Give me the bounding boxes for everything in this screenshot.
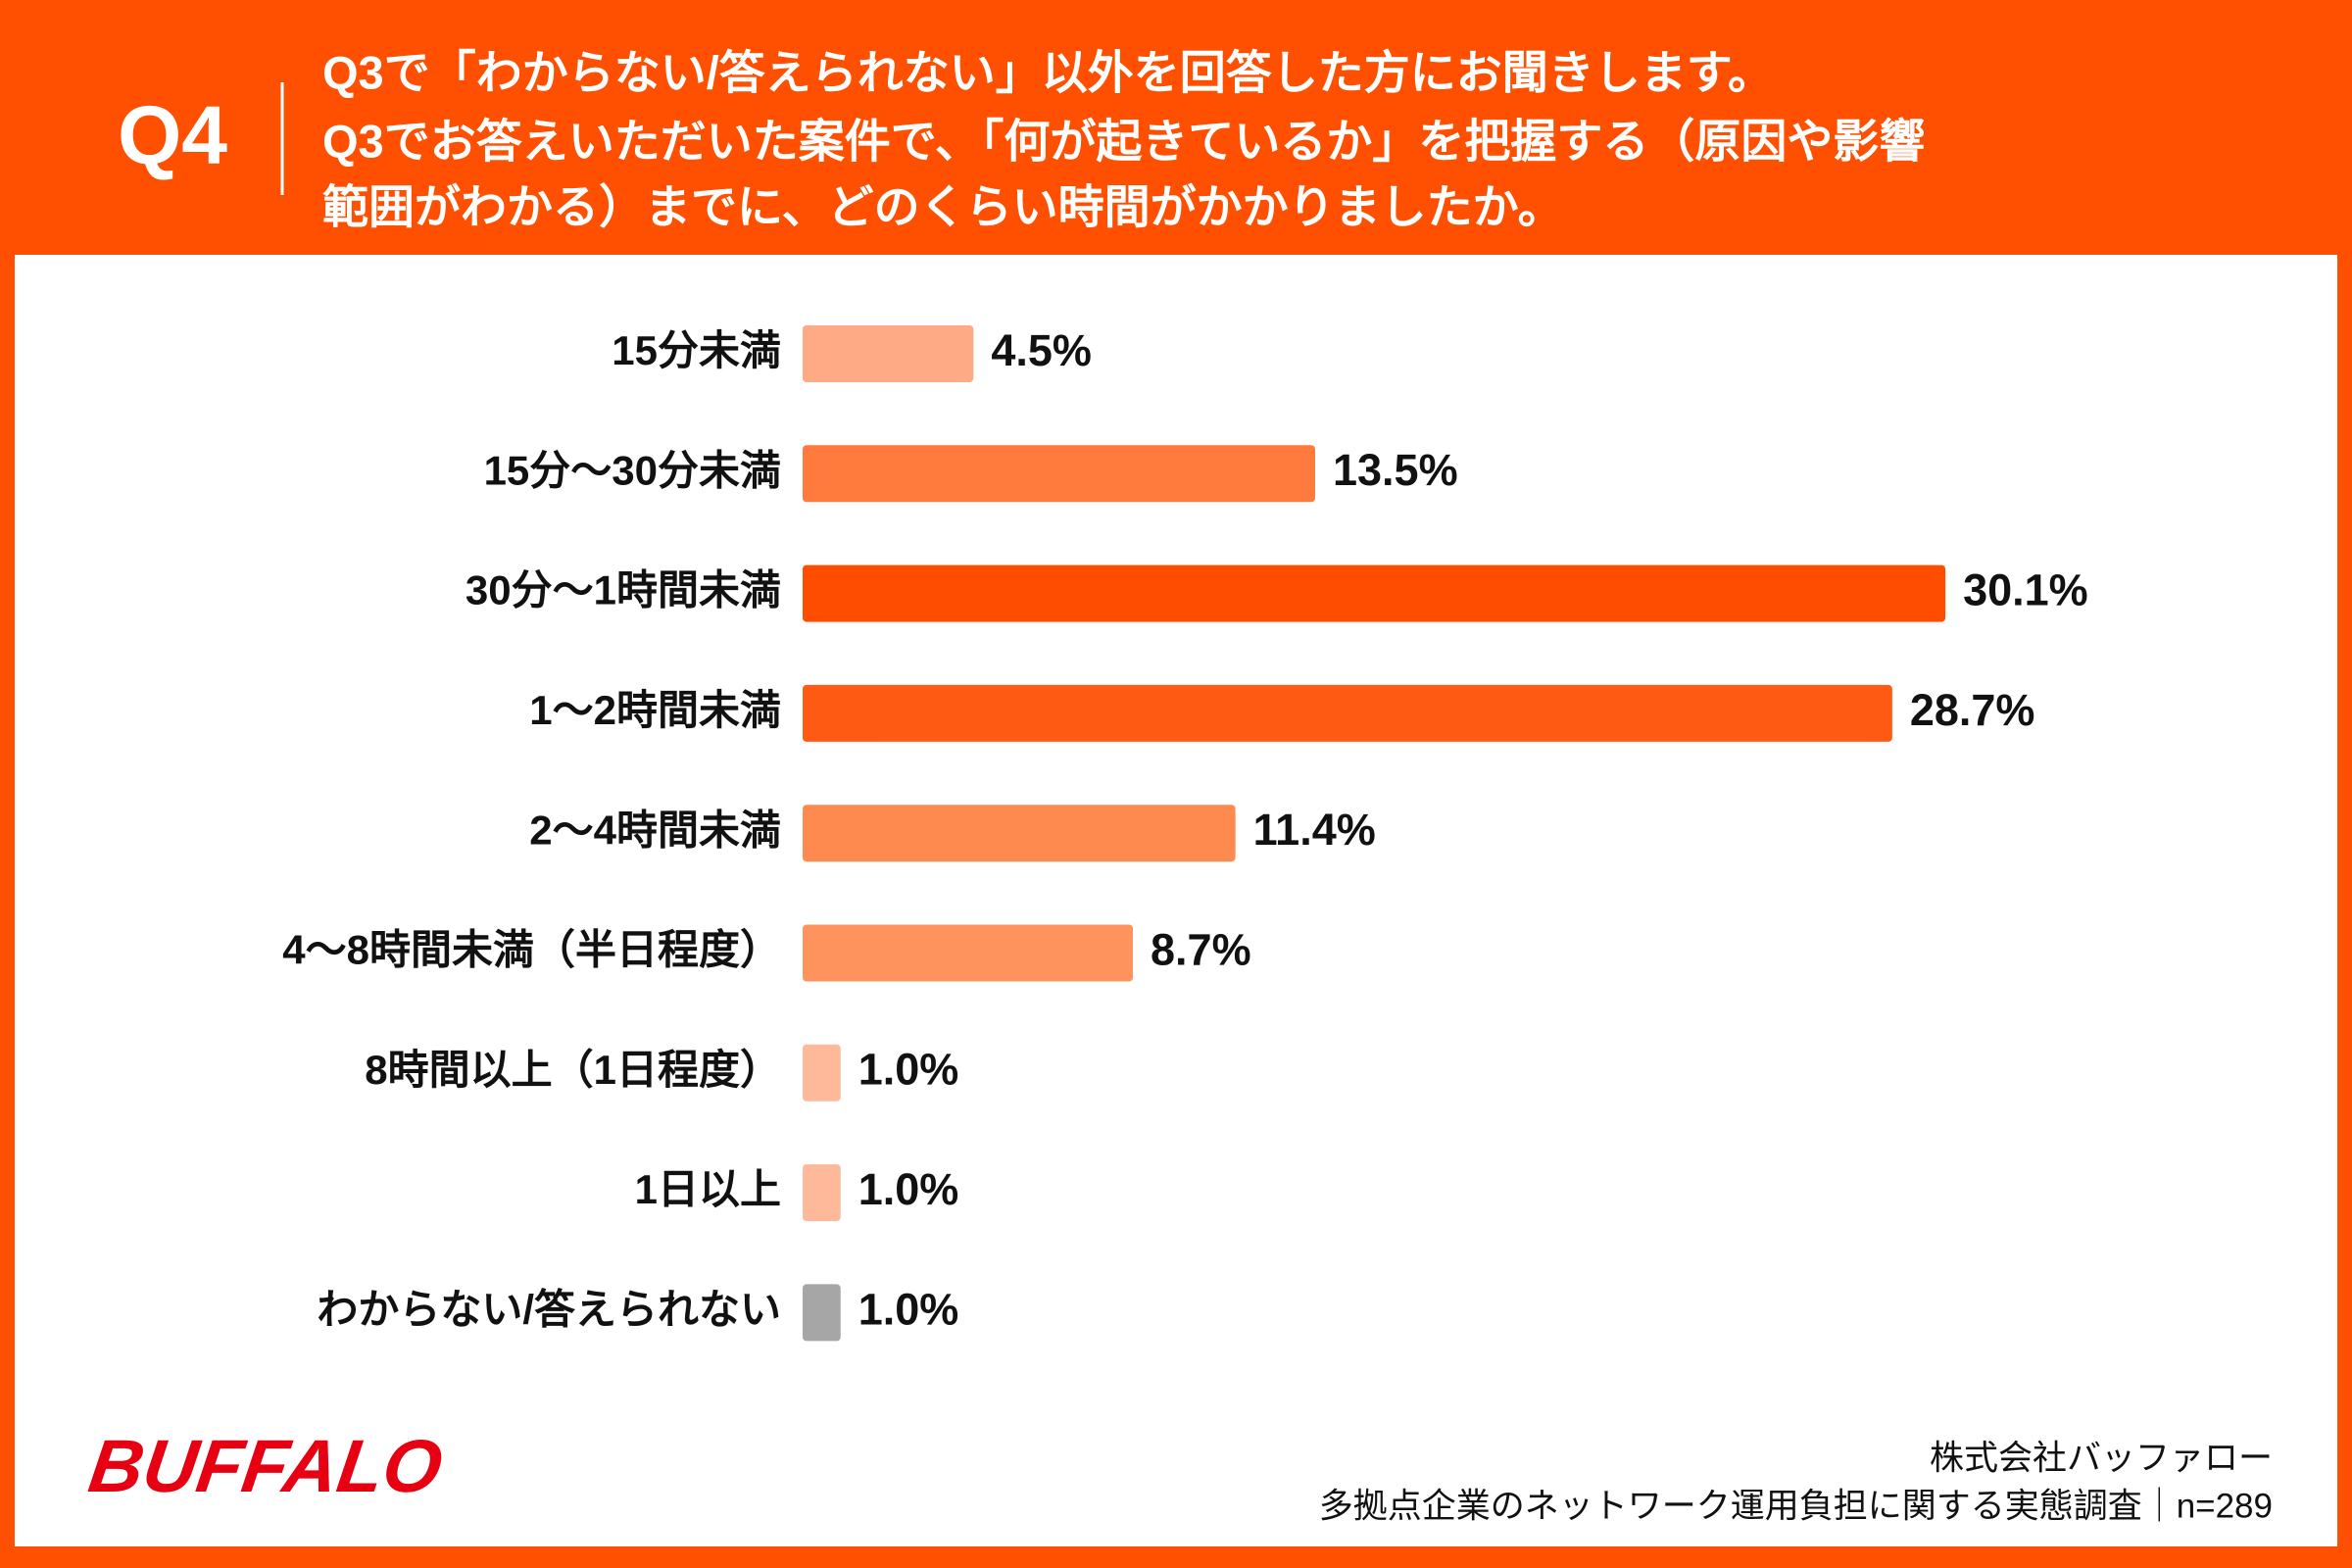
value-label: 1.0%	[858, 1045, 959, 1095]
chart-title: 範囲がわかる）までに、どのくらい時間がかかりましたか。	[322, 180, 1564, 232]
value-label: 4.5%	[991, 325, 1092, 375]
category-label: 4〜8時間未満（半日程度）	[282, 927, 781, 973]
bar	[803, 445, 1315, 503]
bar	[803, 1044, 841, 1102]
value-label: 1.0%	[858, 1164, 959, 1214]
question-number: Q4	[118, 89, 227, 181]
category-label: 30分〜1時間未満	[466, 567, 781, 613]
footer-company: 株式会社バッファロー	[1930, 1439, 2273, 1477]
bar	[803, 1284, 841, 1342]
bar	[803, 564, 1946, 622]
bar	[803, 684, 1892, 742]
category-label: 2〜4時間未満	[529, 807, 781, 853]
bar	[803, 325, 974, 382]
value-label: 13.5%	[1333, 445, 1458, 495]
category-label: 8時間以上（1日程度）	[365, 1047, 781, 1093]
value-label: 28.7%	[1910, 685, 2035, 735]
category-label: わからない/答えられない	[317, 1286, 781, 1332]
logo: BUFFALO	[84, 1425, 448, 1508]
bar	[803, 1164, 841, 1222]
value-label: 30.1%	[1963, 564, 2088, 614]
bar	[803, 924, 1134, 982]
category-label: 1〜2時間未満	[529, 687, 781, 733]
bar	[803, 805, 1236, 862]
footer-survey: 多拠点企業のネットワーク運用負担に関する実態調査｜n=289	[1319, 1487, 2273, 1525]
chart-title: Q3で「わからない/答えられない」以外を回答した方にお聞きします。	[322, 46, 1774, 98]
value-label: 1.0%	[858, 1284, 959, 1334]
value-label: 11.4%	[1253, 805, 1376, 855]
chart-title: Q3でお答えいただいた案件で、「何が起きているか」を把握する（原因や影響	[322, 115, 1925, 167]
category-label: 15分〜30分未満	[484, 447, 781, 493]
category-label: 1日以上	[635, 1166, 781, 1212]
value-label: 8.7%	[1151, 924, 1251, 974]
category-label: 15分未満	[612, 327, 781, 373]
